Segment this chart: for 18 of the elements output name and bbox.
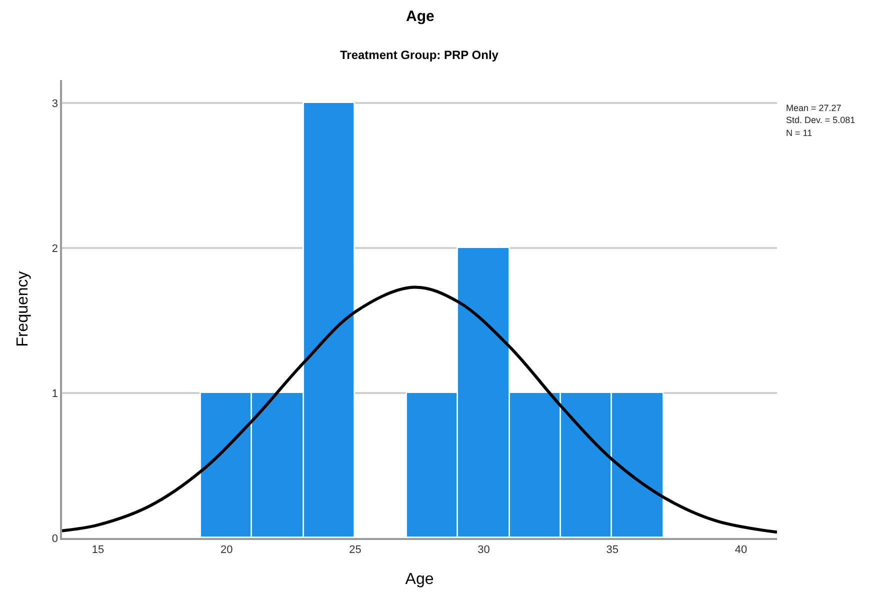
x-axis-title: Age [405, 571, 434, 588]
x-tick-label: 25 [349, 544, 362, 556]
y-tick-label: 3 [52, 98, 58, 110]
y-axis-title: Frequency [14, 271, 32, 347]
x-tick-label: 15 [92, 544, 104, 556]
x-tick-label: 40 [734, 544, 748, 556]
x-tick-label: 20 [220, 544, 233, 556]
text: N = 11 [786, 128, 812, 138]
x-tick-label: 35 [606, 544, 619, 556]
y-tick-label: 0 [52, 532, 58, 545]
text: Mean = 27.27 [786, 103, 842, 113]
y-tick-label: 1 [52, 388, 58, 400]
chart-subtitle: Treatment Group: PRP Only [340, 48, 499, 62]
chart-title: Age [406, 8, 434, 25]
line-series [62, 286, 777, 534]
x-tick-label: 30 [478, 544, 490, 556]
y-tick-label: 2 [52, 242, 58, 255]
text: Std. Dev. = 5.081 [786, 115, 856, 125]
